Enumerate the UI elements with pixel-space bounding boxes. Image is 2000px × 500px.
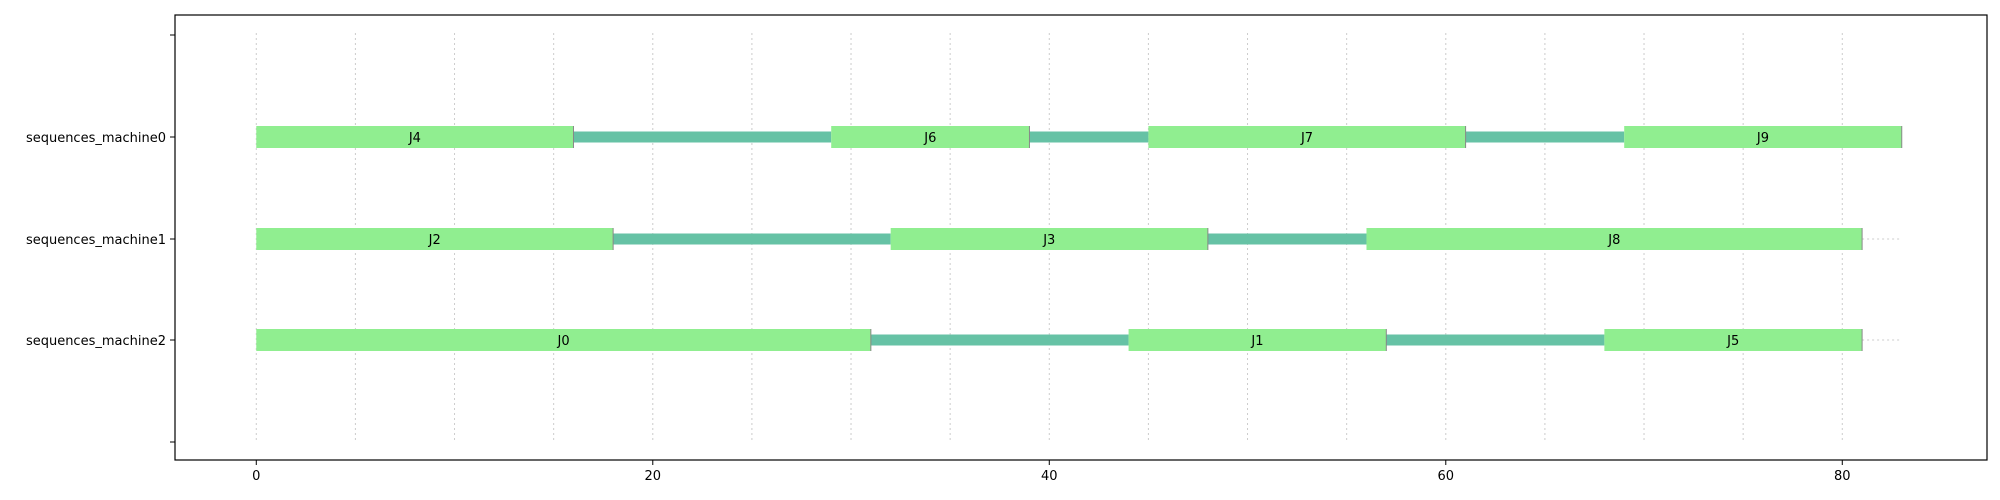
task-labels: J4 J6 J7 J9 J2 J3 J8 J0 J1 J5 <box>408 131 1769 349</box>
x-tick-label: 0 <box>252 469 260 484</box>
task-bar <box>1148 126 1466 148</box>
transition-bar <box>613 233 891 245</box>
plot-frame <box>174 14 1988 461</box>
y-tick-label: sequences_machine0 <box>26 131 166 146</box>
y-tick-label: sequences_machine1 <box>26 233 166 248</box>
task-label: J5 <box>1726 334 1739 349</box>
transition-bar <box>870 334 1129 346</box>
task-bar <box>1128 329 1387 351</box>
transition-bar <box>573 131 832 143</box>
x-tick-label: 60 <box>1438 469 1455 484</box>
x-tick-label: 40 <box>1041 469 1058 484</box>
task-label: J6 <box>923 131 936 146</box>
transition-bar <box>1029 131 1149 143</box>
task-label: J0 <box>557 334 570 349</box>
transition-bars <box>573 131 1625 346</box>
task-label: J3 <box>1042 233 1055 248</box>
task-bar <box>1366 228 1863 250</box>
task-bars <box>256 126 1903 351</box>
y-axis: sequences_machine0 sequences_machine1sequ… <box>26 34 175 443</box>
task-label: J8 <box>1607 233 1620 248</box>
transition-bar <box>1386 334 1605 346</box>
task-label: J7 <box>1300 131 1313 146</box>
y-tick-label: sequences_machine2 <box>26 334 166 349</box>
task-bar <box>1604 329 1863 351</box>
task-bar <box>256 228 614 250</box>
transition-bar <box>1465 131 1625 143</box>
task-bar <box>890 228 1208 250</box>
task-bar <box>256 329 871 351</box>
task-label: J1 <box>1250 334 1263 349</box>
task-bar <box>256 126 574 148</box>
task-label: J9 <box>1756 131 1769 146</box>
task-bar <box>1624 126 1902 148</box>
task-bar <box>831 126 1030 148</box>
task-label: J4 <box>408 131 421 146</box>
x-tick-label: 20 <box>645 469 662 484</box>
task-label: J2 <box>428 233 441 248</box>
x-tick-label: 80 <box>1834 469 1851 484</box>
x-axis: 0 20 40 60 80 <box>252 460 1851 484</box>
transition-bar <box>1207 233 1367 245</box>
